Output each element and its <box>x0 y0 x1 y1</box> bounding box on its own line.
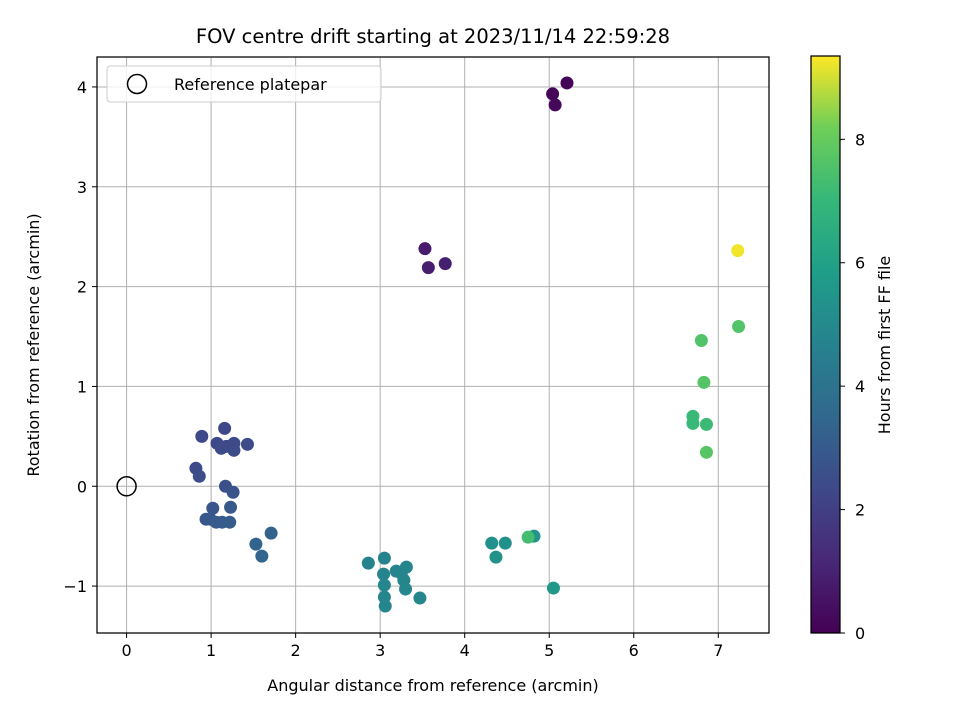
x-tick-label: 5 <box>544 641 554 660</box>
data-point <box>206 501 220 515</box>
y-tick-label: 3 <box>77 178 87 197</box>
data-point <box>240 437 254 451</box>
plot-frame <box>96 56 770 634</box>
data-point <box>438 257 452 271</box>
colorbar-tick-label: 6 <box>855 254 865 273</box>
data-point <box>731 244 745 258</box>
data-point <box>560 76 574 90</box>
data-point <box>521 530 535 544</box>
legend-box <box>106 65 382 103</box>
x-axis-ticks: 0 1 2 3 4 5 6 7 <box>121 633 723 660</box>
x-tick-label: 4 <box>460 641 470 660</box>
data-point <box>548 98 562 112</box>
y-axis-label: Rotation from reference (arcmin) <box>24 213 43 476</box>
data-point <box>218 421 232 435</box>
data-point <box>255 549 269 563</box>
data-point <box>489 550 503 564</box>
data-point <box>399 560 413 574</box>
data-point <box>378 599 392 613</box>
x-tick-label: 3 <box>375 641 385 660</box>
data-point <box>249 537 263 551</box>
data-point <box>377 578 391 592</box>
data-point <box>195 429 209 443</box>
colorbar: 0 2 4 6 8 Hours from first FF file <box>810 55 894 643</box>
colorbar-tick-label: 4 <box>855 377 865 396</box>
colorbar-tick-label: 2 <box>855 501 865 520</box>
data-point <box>226 485 240 499</box>
colorbar-gradient <box>810 55 841 634</box>
data-point <box>732 320 746 334</box>
data-point <box>264 526 278 540</box>
x-tick-label: 0 <box>121 641 131 660</box>
data-point <box>399 582 413 596</box>
data-point <box>697 375 711 389</box>
data-points <box>189 76 746 613</box>
x-tick-label: 7 <box>713 641 723 660</box>
y-tick-label: 1 <box>77 377 87 396</box>
x-axis-label: Angular distance from reference (arcmin) <box>267 676 598 695</box>
y-tick-label: 2 <box>77 278 87 297</box>
data-point <box>227 443 241 457</box>
colorbar-ticks: 0 2 4 6 8 <box>840 130 865 643</box>
y-tick-label: −1 <box>63 577 87 596</box>
grid <box>97 57 769 633</box>
data-point <box>686 416 700 430</box>
data-point <box>377 567 391 581</box>
data-point <box>699 445 713 459</box>
colorbar-tick-label: 8 <box>855 130 865 149</box>
data-point <box>192 469 206 483</box>
data-point <box>421 261 435 275</box>
data-point <box>546 581 560 595</box>
data-point <box>224 500 238 514</box>
reference-marker <box>116 476 137 497</box>
colorbar-label: Hours from first FF file <box>875 256 894 435</box>
data-point <box>498 536 512 550</box>
colorbar-tick-label: 0 <box>855 624 865 643</box>
y-tick-label: 4 <box>77 78 87 97</box>
reference-point-marker <box>116 476 137 497</box>
y-tick-label: 0 <box>77 477 87 496</box>
data-point <box>546 87 560 101</box>
y-axis-ticks: −1 0 1 2 3 4 <box>63 78 97 596</box>
x-tick-label: 2 <box>291 641 301 660</box>
data-point <box>694 334 708 348</box>
chart-title: FOV centre drift starting at 2023/11/14 … <box>196 25 670 48</box>
x-tick-label: 6 <box>629 641 639 660</box>
legend-open-circle-icon <box>126 73 148 95</box>
data-point <box>214 441 228 455</box>
data-point <box>377 551 391 565</box>
data-point <box>223 515 237 529</box>
x-tick-label: 1 <box>206 641 216 660</box>
data-point <box>485 536 499 550</box>
data-point <box>699 417 713 431</box>
data-point <box>361 556 375 570</box>
legend-entry-label: Reference platepar <box>174 75 327 94</box>
data-point <box>418 242 432 256</box>
data-point <box>413 591 427 605</box>
legend: Reference platepar <box>106 65 382 103</box>
